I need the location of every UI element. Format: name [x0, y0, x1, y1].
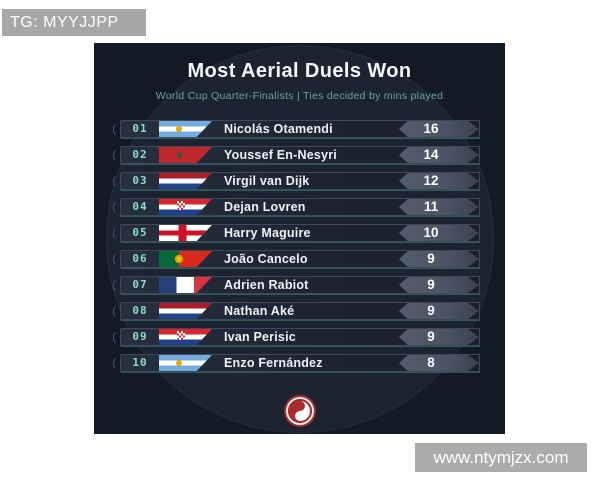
player-name: Enzo Fernández — [224, 356, 323, 370]
leaderboard-row: 05 Harry Maguire 10 — [113, 224, 480, 242]
stats-card: Most Aerial Duels Won World Cup Quarter-… — [94, 43, 505, 434]
leaderboard-row: 07 Adrien Rabiot 9 — [113, 276, 480, 294]
rank-label: 04 — [132, 200, 148, 213]
row-tail-decoration — [113, 226, 126, 241]
rank-label: 10 — [132, 356, 148, 369]
country-flag-icon-netherlands — [159, 303, 212, 319]
country-flag-icon-france — [159, 277, 212, 293]
leaderboard-row: 03 Virgil van Dijk 12 — [113, 172, 480, 190]
player-name: João Cancelo — [224, 252, 308, 266]
country-flag-icon-argentina — [159, 355, 212, 371]
country-flag-icon-argentina — [159, 121, 212, 137]
row-tail-decoration — [113, 304, 126, 319]
row-tail-decoration — [113, 122, 126, 137]
leaderboard-row: 01 Nicolás Otamendi 16 — [113, 120, 480, 138]
flag-emblem-icon — [177, 331, 185, 340]
duels-won-value: 9 — [399, 303, 479, 319]
duels-won-value: 9 — [399, 329, 479, 345]
leaderboard-row: 06 João Cancelo 9 — [113, 250, 480, 268]
rank-label: 08 — [132, 304, 148, 317]
duels-won-value: 12 — [399, 173, 479, 189]
row-tail-decoration — [113, 148, 126, 163]
row-tail-decoration — [113, 252, 126, 267]
player-name: Youssef En-Nesyri — [224, 148, 337, 162]
row-tail-decoration — [113, 200, 126, 215]
leaderboard-row: 09 Ivan Perisic 9 — [113, 328, 480, 346]
row-tail-decoration — [113, 356, 126, 371]
player-name: Nathan Aké — [224, 304, 295, 318]
flag-emblem-icon — [177, 201, 185, 210]
leaderboard-row: 02 Youssef En-Nesyri 14 — [113, 146, 480, 164]
rank-label: 07 — [132, 278, 148, 291]
page-title: Most Aerial Duels Won — [187, 60, 412, 82]
player-name: Virgil van Dijk — [224, 174, 310, 188]
country-flag-icon-portugal — [159, 251, 212, 267]
row-tail-decoration — [113, 278, 126, 293]
flag-emblem-icon — [175, 150, 184, 159]
telegram-watermark: TG: MYYJJPP — [2, 9, 146, 36]
player-name: Harry Maguire — [224, 226, 311, 240]
duels-won-value: 11 — [399, 199, 479, 215]
rank-label: 06 — [132, 252, 148, 265]
row-tail-decoration — [113, 174, 126, 189]
page-subtitle: World Cup Quarter-Finalists | Ties decid… — [155, 90, 444, 102]
duels-won-value: 16 — [399, 121, 479, 137]
flag-emblem-icon — [176, 126, 182, 132]
duels-won-value: 8 — [399, 355, 479, 371]
duels-won-value: 14 — [399, 147, 479, 163]
rank-label: 02 — [132, 148, 148, 161]
leaderboard-row: 10 Enzo Fernández 8 — [113, 354, 480, 372]
flag-emblem-icon — [176, 360, 182, 366]
country-flag-icon-england — [159, 225, 212, 241]
leaderboard-row: 04 Dejan Lovren 11 — [113, 198, 480, 216]
row-tail-decoration — [113, 330, 126, 345]
country-flag-icon-netherlands — [159, 173, 212, 189]
player-name: Adrien Rabiot — [224, 278, 309, 292]
red-crest-logo-icon — [283, 395, 316, 427]
player-name: Ivan Perisic — [224, 330, 296, 344]
leaderboard: 01 Nicolás Otamendi 16 02 Youssef En-Nes… — [113, 120, 480, 380]
country-flag-icon-croatia — [159, 329, 212, 345]
player-name: Dejan Lovren — [224, 200, 306, 214]
country-flag-icon-morocco — [159, 147, 212, 163]
flag-emblem-icon — [175, 255, 183, 263]
website-watermark: www.ntymjzx.com — [415, 443, 587, 472]
country-flag-icon-croatia — [159, 199, 212, 215]
leaderboard-row: 08 Nathan Aké 9 — [113, 302, 480, 320]
rank-label: 09 — [132, 330, 148, 343]
rank-label: 03 — [132, 174, 148, 187]
duels-won-value: 9 — [399, 251, 479, 267]
rank-label: 01 — [132, 122, 148, 135]
player-name: Nicolás Otamendi — [224, 122, 333, 136]
rank-label: 05 — [132, 226, 148, 239]
duels-won-value: 9 — [399, 277, 479, 293]
duels-won-value: 10 — [399, 225, 479, 241]
